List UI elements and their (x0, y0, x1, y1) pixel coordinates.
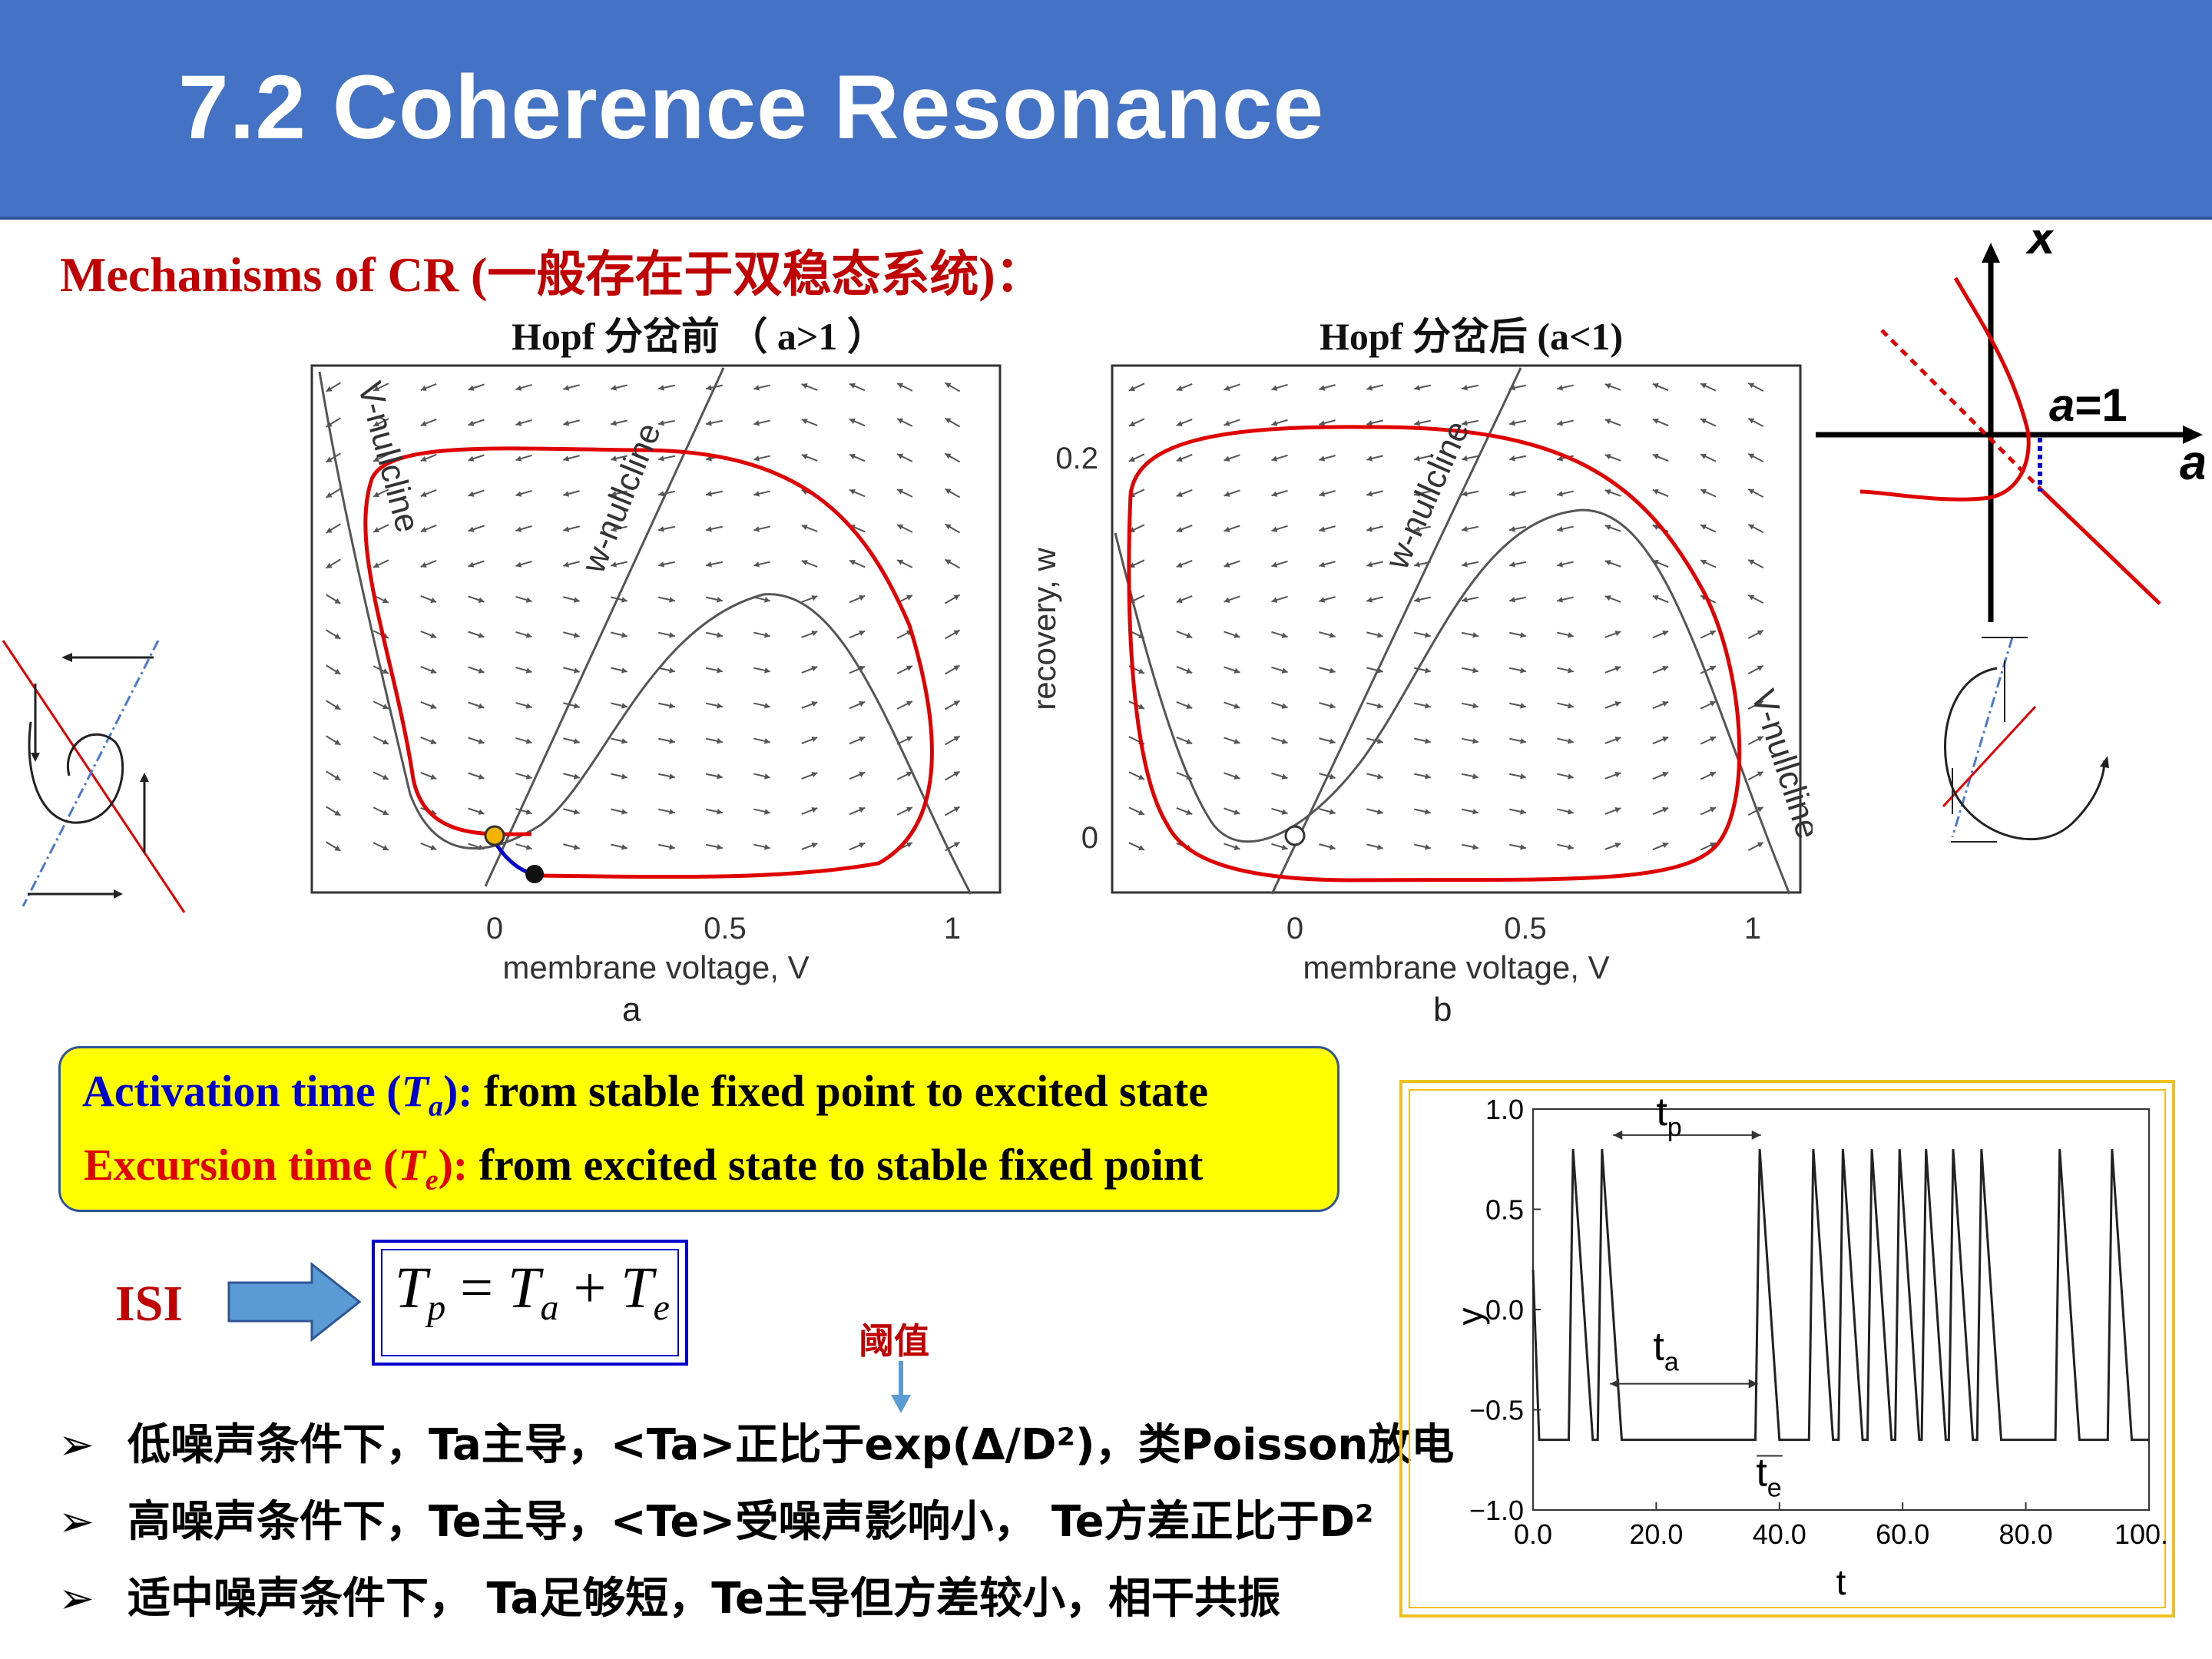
ts-y-tick: 0.0 (1485, 1294, 1524, 1326)
a-axis-arrow (2183, 426, 2203, 444)
x-tick-a-2: 1 (944, 912, 961, 945)
excited-state-point-a (525, 865, 544, 883)
isi-equation-box: Tp = Ta + Te (372, 1240, 688, 1366)
ts-x-label: t (1836, 1562, 1846, 1602)
title-bar: 7.2 Coherence Resonance (0, 0, 2212, 220)
ta-label: ta (1653, 1324, 1678, 1376)
bullet-moderate-noise: ➢ 适中噪声条件下， Ta足够短，Te主导但方差较小，相干共振 (58, 1574, 1281, 1624)
isi-arrow-icon (227, 1261, 362, 1343)
ts-y-tick: −1.0 (1469, 1495, 1524, 1526)
ts-y-tick: −0.5 (1469, 1395, 1524, 1426)
vector-field-a (326, 382, 961, 852)
tp-label: tp (1656, 1090, 1681, 1142)
plot-frame-b (1111, 364, 1802, 894)
stable-branch-line (2041, 490, 2161, 605)
x-axis-label: x (2025, 230, 2057, 264)
time-series-frame (1399, 1080, 2175, 1618)
x-tick-b-2: 1 (1744, 912, 1761, 945)
x-tick-a-0: 0 (486, 912, 503, 945)
y-tick-b-1: 0.2 (1055, 442, 1098, 475)
v-nullcline-label-b: V-nullcline (1743, 685, 1813, 843)
ts-y-tick: 1.0 (1485, 1094, 1524, 1125)
bullet-high-noise: ➢ 高噪声条件下，Te主导，<Te>受噪声影响小， Te方差正比于D² (58, 1497, 1374, 1547)
ts-y-label: y (1450, 1308, 1490, 1326)
ts-x-tick: 20.0 (1629, 1518, 1683, 1550)
x-tick-b-1: 0.5 (1504, 912, 1547, 945)
ts-x-tick: 60.0 (1876, 1518, 1929, 1550)
x-tick-a-1: 0.5 (704, 912, 747, 945)
schematic-left (2, 640, 186, 913)
schematic-loop (28, 721, 124, 824)
plot-frame-a (310, 364, 1002, 894)
a-axis-label: a (2180, 435, 2204, 490)
activation-definition: Activation time (Ta): from stable fixed … (82, 1066, 1208, 1123)
bullet-low-noise: ➢ 低噪声条件下，Ta主导，<Ta>正比于exp(Δ/D²)，类Poisson放电 (58, 1420, 1455, 1470)
x-tick-b-0: 0 (1286, 912, 1303, 945)
w-nullcline-label-a: w-nullcline (574, 418, 668, 579)
isi-equation: Tp = Ta + Te (395, 1256, 670, 1329)
figure-b-caption: Hopf 分岔后 (a<1) (1320, 315, 1624, 358)
excursion-trajectory-a (363, 446, 934, 879)
x-label-b: membrane voltage, V (1303, 949, 1609, 985)
limit-cycle-branch (1859, 276, 2031, 502)
ts-trace (1532, 1149, 2149, 1442)
w-nullcline-line-a (484, 367, 725, 887)
isi-label: ISI (115, 1276, 184, 1332)
definition-box: Activation time (Ta): from stable fixed … (58, 1046, 1339, 1212)
x-label-a: membrane voltage, V (502, 949, 809, 985)
panel-label-a: a (622, 991, 641, 1028)
ts-y-tick: 0.5 (1485, 1194, 1524, 1226)
schematic-red-line (2, 640, 186, 913)
y-label-b: recovery, w (1029, 548, 1062, 710)
v-nullcline-curve-a (318, 371, 972, 895)
phase-plane-b: w-nullcline V-nullcline 0.2 0 recovery, … (1029, 364, 1813, 985)
w-nullcline-line-b (1270, 367, 1522, 895)
vector-field-b (1128, 382, 1764, 852)
x-axis-arrow (1982, 243, 2000, 263)
phase-plane-a: V-nullcline w-nullcline 0 0.5 1 membrane… (310, 364, 1002, 985)
ts-x-tick: 80.0 (1999, 1518, 2053, 1550)
figure-a-caption: Hopf 分岔前 （ a>1 ） (512, 315, 886, 358)
threshold-arrow-icon (891, 1361, 911, 1413)
unstable-branch-line (1880, 329, 2045, 493)
ts-x-tick: 40.0 (1753, 1518, 1806, 1550)
schematic-right (1942, 637, 2109, 843)
v-nullcline-label-a: V-nullcline (350, 378, 426, 536)
panel-label-b: b (1433, 991, 1452, 1028)
slide-title: 7.2 Coherence Resonance (178, 57, 1325, 158)
a-equals-label: a=1 (2049, 379, 2128, 431)
schematic-blue-line (22, 640, 160, 907)
slide-subtitle: Mechanisms of CR (一般存在于双稳态系统)： (60, 247, 1045, 302)
threshold-label: 阈值 (859, 1320, 929, 1362)
ts-x-tick: 0.0 (1514, 1518, 1552, 1550)
excursion-definition: Excursion time (Te): from excited state … (84, 1140, 1204, 1197)
limit-cycle-b (1127, 425, 1742, 882)
v-nullcline-curve-b (1114, 508, 1791, 895)
te-label: te (1756, 1451, 1781, 1503)
bifurcation-sketch: x a a=1 (1816, 230, 2204, 622)
ts-x-tick: 100.0 (2114, 1518, 2169, 1550)
stable-fixed-point-a (484, 825, 505, 846)
y-tick-b-0: 0 (1081, 821, 1098, 855)
time-series-chart: 0.0 20.0 40.0 60.0 80.0 100.0 1.0 0.5 0.0 −0.5 −1.… (1450, 1090, 2169, 1602)
unstable-fixed-point-b (1284, 825, 1306, 846)
